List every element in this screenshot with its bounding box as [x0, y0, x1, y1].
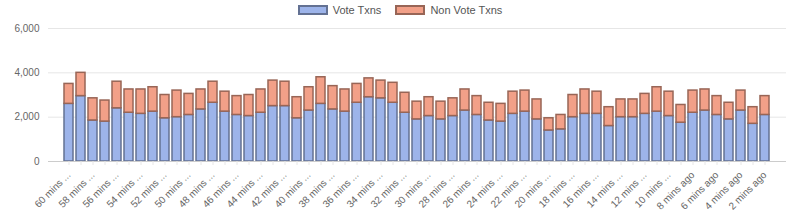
svg-text:24 mins ...: 24 mins ...: [464, 169, 505, 210]
svg-text:30 mins ...: 30 mins ...: [392, 169, 433, 210]
svg-text:2 mins ago: 2 mins ago: [726, 169, 769, 212]
svg-text:12 mins ...: 12 mins ...: [608, 169, 649, 210]
svg-text:54 mins ...: 54 mins ...: [104, 169, 145, 210]
svg-text:2,000: 2,000: [14, 111, 39, 122]
svg-text:56 mins ...: 56 mins ...: [80, 169, 121, 210]
svg-text:38 mins ...: 38 mins ...: [296, 169, 337, 210]
svg-text:10 mins ...: 10 mins ...: [632, 169, 673, 210]
svg-text:58 mins ...: 58 mins ...: [56, 169, 97, 210]
svg-text:34 mins ...: 34 mins ...: [344, 169, 385, 210]
svg-text:28 mins ...: 28 mins ...: [416, 169, 457, 210]
svg-text:20 mins ...: 20 mins ...: [512, 169, 553, 210]
svg-text:52 mins ...: 52 mins ...: [128, 169, 169, 210]
svg-text:18 mins ...: 18 mins ...: [536, 169, 577, 210]
svg-text:48 mins ...: 48 mins ...: [176, 169, 217, 210]
svg-text:22 mins ...: 22 mins ...: [488, 169, 529, 210]
svg-text:44 mins ...: 44 mins ...: [224, 169, 265, 210]
svg-text:6,000: 6,000: [14, 23, 39, 34]
svg-text:26 mins ...: 26 mins ...: [440, 169, 481, 210]
svg-text:46 mins ...: 46 mins ...: [200, 169, 241, 210]
svg-text:60 mins ...: 60 mins ...: [32, 169, 73, 210]
svg-text:6 mins ago: 6 mins ago: [678, 169, 721, 212]
svg-text:4 mins ago: 4 mins ago: [702, 169, 745, 212]
svg-text:50 mins ...: 50 mins ...: [152, 169, 193, 210]
svg-text:32 mins ...: 32 mins ...: [368, 169, 409, 210]
svg-text:42 mins ...: 42 mins ...: [248, 169, 289, 210]
svg-text:36 mins ...: 36 mins ...: [320, 169, 361, 210]
svg-text:16 mins ...: 16 mins ...: [560, 169, 601, 210]
html-text:Non Vote Txns: Non Vote Txns: [430, 4, 503, 16]
html-text:Vote Txns: Vote Txns: [332, 4, 382, 16]
svg-text:0: 0: [34, 156, 40, 167]
svg-text:14 mins ...: 14 mins ...: [584, 169, 625, 210]
svg-text:40 mins ...: 40 mins ...: [272, 169, 313, 210]
svg-text:4,000: 4,000: [14, 67, 39, 78]
svg-text:8 mins ago: 8 mins ago: [654, 169, 697, 212]
